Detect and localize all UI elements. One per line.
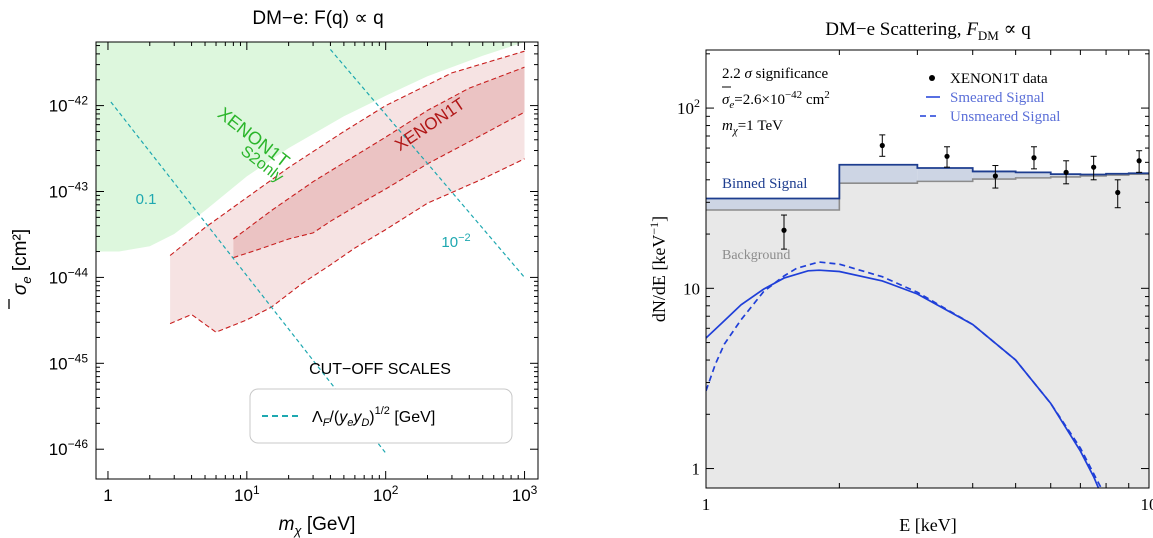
right-xlabel: E [keV]	[899, 515, 956, 535]
left-plot-area	[96, 42, 538, 454]
left-xlabel: mχ [GeV]	[279, 514, 356, 538]
left-xtick-label: 1	[103, 486, 112, 505]
right-panel: DM−e Scattering, FDM ∝ q 1 10 1 10 102 2.2 σ…	[647, 19, 1153, 535]
data-point	[992, 173, 998, 179]
binned-signal-step-line	[706, 163, 1149, 200]
data-point	[944, 153, 950, 159]
left-ytick-label: 10−43	[49, 180, 89, 202]
legend-data-marker	[929, 75, 935, 81]
binned-signal-label: Binned Signal	[722, 176, 807, 192]
left-legend-box	[249, 388, 513, 444]
data-point	[1136, 158, 1142, 164]
cutoff-label-1e-2: 10−2	[441, 232, 470, 251]
binned-signal-band	[1015, 172, 1051, 178]
left-panel: DM−e: F(q) ∝ q 1 101 102 103 10−46 10−45 10−44…	[8, 8, 539, 538]
xenon1t-inner-upper-line	[233, 66, 525, 240]
binned-signal-band	[706, 198, 840, 210]
data-point	[879, 142, 885, 149]
xenon1t-outer-upper-line	[169, 50, 525, 256]
right-xtick-label: 10	[1141, 495, 1153, 514]
right-ytick-label: 1	[692, 460, 701, 479]
annotation-mass: mχ=1 TeV	[722, 118, 783, 137]
right-frame	[705, 49, 1150, 489]
xenon1t-inner-region	[233, 67, 525, 258]
right-plot-area	[706, 134, 1149, 488]
left-xtick-label: 103	[512, 483, 538, 505]
data-point	[1091, 164, 1097, 170]
svg-text:σe [cm²]: σe [cm²]	[10, 229, 34, 295]
binned-signal-band	[839, 164, 918, 184]
background-fill	[706, 174, 1149, 488]
right-title: DM−e Scattering, FDM ∝ q	[825, 19, 1031, 43]
legend-smeared: Smeared Signal	[950, 90, 1045, 106]
left-ytick-label: 10−45	[49, 351, 89, 373]
left-ytick-label: 10−46	[49, 437, 89, 459]
binned-signal-band	[1050, 174, 1081, 177]
left-ytick-label: 10−44	[49, 265, 89, 287]
data-point	[1115, 189, 1121, 196]
left-xtick-label: 102	[373, 483, 399, 505]
annotation-cross-section: σe=2.6×10−42 cm2	[722, 89, 830, 111]
left-xtick-label: 101	[234, 483, 260, 505]
legend-data: XENON1T data	[950, 71, 1048, 87]
right-clipped	[706, 134, 1149, 488]
xenon1t-inner-lower-line	[233, 111, 525, 259]
left-axis-ticks: 1 101 102 103 10−46 10−45 10−44 10−43 10−42	[49, 42, 538, 505]
cutoff-title: CUT−OFF SCALES	[309, 361, 451, 378]
right-ytick-label: 10	[683, 279, 700, 298]
background-step-line	[706, 173, 1149, 211]
left-clipped	[96, 42, 538, 454]
left-ytick-label: 10−42	[49, 94, 89, 116]
right-xtick-label: 1	[702, 495, 711, 514]
s2only-region	[96, 42, 538, 252]
annotation-significance: 2.2 σ significance	[722, 66, 828, 82]
left-title: DM−e: F(q) ∝ q	[252, 8, 383, 29]
cutoff-line-1	[329, 49, 525, 278]
left-legend-text: ΛF/(yeyD)1/2 [GeV]	[312, 405, 435, 429]
unsmeared-signal-curve	[706, 261, 1103, 488]
right-ylabel: dN/dE [keV−1]	[647, 216, 669, 322]
left-frame	[95, 41, 539, 480]
legend-unsmeared: Unsmeared Signal	[950, 109, 1060, 125]
right-ytick-label: 102	[677, 96, 700, 118]
xenon1t-outer-lower-line	[169, 158, 525, 333]
cutoff-label-0p1: 0.1	[136, 191, 157, 208]
left-ylabel: σe [cm²]	[8, 229, 34, 309]
background-label: Background	[722, 248, 790, 263]
right-axis-ticks: 1 10 1 10 102	[677, 50, 1153, 514]
smeared-signal-curve	[706, 269, 1100, 488]
data-point	[1031, 155, 1037, 161]
binned-signal-band	[917, 168, 973, 182]
data-point	[781, 227, 787, 233]
data-point	[1063, 169, 1069, 175]
